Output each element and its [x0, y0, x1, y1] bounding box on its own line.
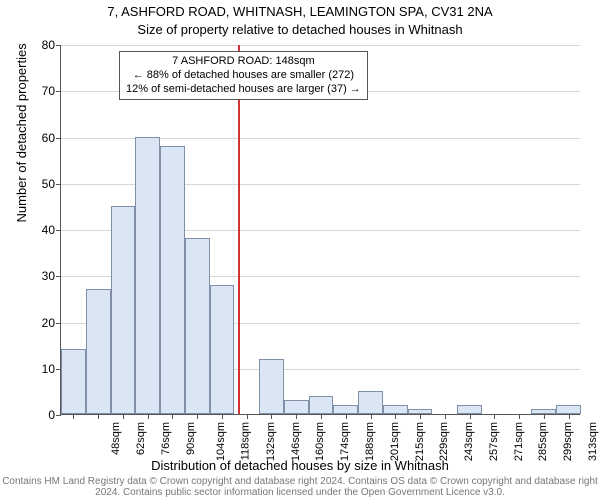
x-tick-mark — [470, 414, 471, 419]
gridline — [61, 45, 580, 46]
x-tick-label: 146sqm — [290, 422, 302, 461]
x-tick-mark — [271, 414, 272, 419]
annotation-line1: 7 ASHFORD ROAD: 148sqm — [126, 55, 361, 69]
x-tick-label: 188sqm — [364, 422, 376, 461]
x-tick-mark — [73, 414, 74, 419]
x-tick-label: 215sqm — [414, 422, 426, 461]
histogram-bar — [358, 391, 383, 414]
y-tick-label: 80 — [42, 38, 55, 52]
x-tick-mark — [321, 414, 322, 419]
x-tick-label: 299sqm — [562, 422, 574, 461]
y-tick-mark — [56, 276, 61, 277]
y-tick-mark — [56, 91, 61, 92]
y-tick-label: 0 — [48, 408, 55, 422]
histogram-bar — [185, 238, 210, 414]
x-tick-mark — [445, 414, 446, 419]
x-tick-label: 48sqm — [110, 422, 122, 455]
y-tick-mark — [56, 323, 61, 324]
x-tick-label: 229sqm — [438, 422, 450, 461]
y-tick-label: 30 — [42, 269, 55, 283]
histogram-bar — [61, 349, 86, 414]
chart-title-line1: 7, ASHFORD ROAD, WHITNASH, LEAMINGTON SP… — [0, 4, 600, 19]
x-tick-label: 118sqm — [240, 422, 252, 460]
histogram-bar — [457, 405, 482, 414]
x-tick-mark — [247, 414, 248, 419]
histogram-bar — [111, 206, 136, 414]
x-tick-label: 271sqm — [513, 422, 525, 461]
histogram-bar — [556, 405, 581, 414]
annotation-line2: ← 88% of detached houses are smaller (27… — [126, 69, 361, 83]
chart-container: 7, ASHFORD ROAD, WHITNASH, LEAMINGTON SP… — [0, 0, 600, 500]
x-tick-mark — [519, 414, 520, 419]
x-tick-label: 285sqm — [537, 422, 549, 461]
annotation-box: 7 ASHFORD ROAD: 148sqm ← 88% of detached… — [119, 51, 368, 100]
marker-line — [238, 45, 240, 414]
x-tick-mark — [222, 414, 223, 419]
x-tick-mark — [494, 414, 495, 419]
footer-attribution: Contains HM Land Registry data © Crown c… — [0, 476, 600, 498]
histogram-bar — [160, 146, 185, 414]
x-tick-label: 201sqm — [389, 422, 401, 461]
histogram-bar — [383, 405, 408, 414]
x-tick-mark — [123, 414, 124, 419]
x-tick-mark — [420, 414, 421, 419]
plot-area: 0102030405060708048sqm62sqm76sqm90sqm104… — [60, 45, 580, 415]
histogram-bar — [259, 359, 284, 415]
y-tick-mark — [56, 184, 61, 185]
histogram-bar — [333, 405, 358, 414]
y-tick-label: 50 — [42, 177, 55, 191]
x-tick-mark — [346, 414, 347, 419]
x-axis-label: Distribution of detached houses by size … — [0, 458, 600, 473]
y-tick-label: 20 — [42, 316, 55, 330]
x-tick-label: 160sqm — [315, 422, 327, 461]
x-tick-label: 132sqm — [265, 422, 277, 461]
x-tick-label: 104sqm — [216, 422, 228, 461]
histogram-bar — [309, 396, 334, 415]
y-tick-mark — [56, 138, 61, 139]
x-tick-mark — [371, 414, 372, 419]
x-tick-label: 174sqm — [339, 422, 351, 461]
x-tick-label: 90sqm — [185, 422, 197, 455]
x-tick-mark — [197, 414, 198, 419]
y-tick-mark — [56, 45, 61, 46]
histogram-bar — [284, 400, 309, 414]
x-tick-mark — [296, 414, 297, 419]
histogram-bar — [210, 285, 235, 415]
y-tick-label: 40 — [42, 223, 55, 237]
y-tick-label: 10 — [42, 362, 55, 376]
x-tick-label: 313sqm — [587, 422, 599, 461]
annotation-line3: 12% of semi-detached houses are larger (… — [126, 83, 361, 97]
x-tick-mark — [569, 414, 570, 419]
x-tick-mark — [395, 414, 396, 419]
x-tick-mark — [98, 414, 99, 419]
x-tick-label: 76sqm — [160, 422, 172, 455]
x-tick-mark — [172, 414, 173, 419]
y-tick-mark — [56, 415, 61, 416]
x-tick-mark — [148, 414, 149, 419]
y-axis-label: Number of detached properties — [14, 43, 29, 222]
x-tick-label: 243sqm — [463, 422, 475, 461]
histogram-bar — [135, 137, 160, 415]
y-tick-mark — [56, 230, 61, 231]
y-tick-label: 70 — [42, 84, 55, 98]
x-tick-mark — [544, 414, 545, 419]
x-tick-label: 62sqm — [135, 422, 147, 455]
histogram-bar — [86, 289, 111, 414]
x-tick-label: 257sqm — [488, 422, 500, 461]
y-tick-label: 60 — [42, 131, 55, 145]
chart-title-line2: Size of property relative to detached ho… — [0, 22, 600, 37]
